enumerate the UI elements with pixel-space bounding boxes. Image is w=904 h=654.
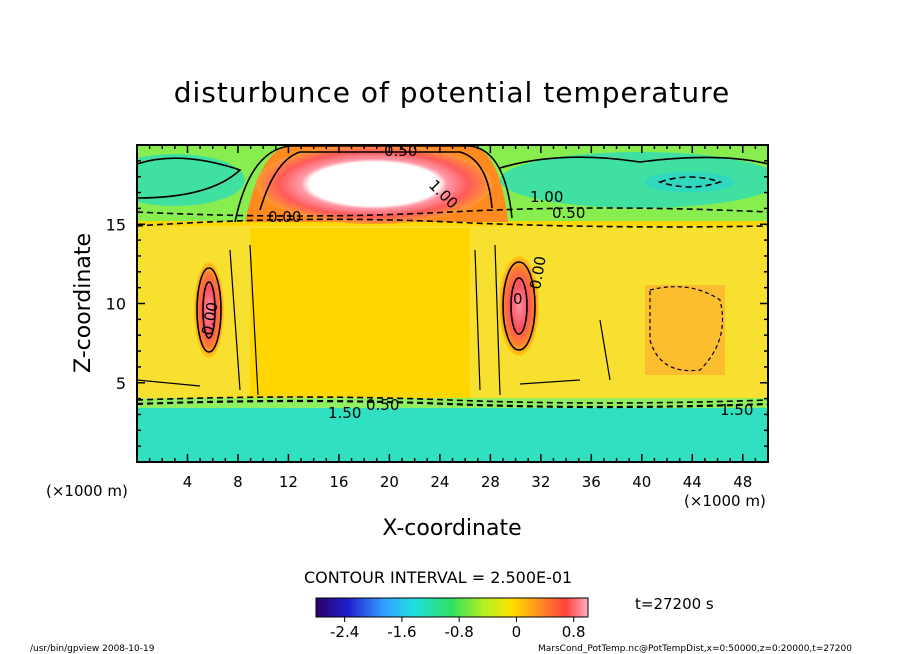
contour-line: [137, 207, 768, 217]
field-cold-band-left: [137, 154, 245, 206]
contour-label: 1.00: [530, 188, 563, 206]
x-tick-label: 4: [183, 473, 193, 491]
colorbar-ticks: -2.4 -1.6 -0.8 0 0.8: [330, 617, 586, 641]
contour-label: 0.50: [552, 204, 585, 222]
contour-line: [137, 399, 768, 409]
contour-line: [137, 218, 768, 228]
x-tick-label: 28: [481, 473, 500, 491]
field-cold-core-right: [645, 172, 735, 192]
x-tick-label: 24: [430, 473, 449, 491]
contour-label: 1.50: [720, 401, 753, 419]
contour-label: 0.50: [384, 142, 417, 160]
colorbar-tick-label: 0: [512, 623, 522, 641]
contour-label: 1.50: [328, 404, 361, 422]
contour-line: [196, 267, 222, 353]
contour-line: [137, 157, 242, 199]
x-tick-label: 44: [683, 473, 702, 491]
field-cold-band-right: [500, 152, 768, 208]
contour-label: 0.00: [268, 208, 301, 226]
x-tick-label: 20: [380, 473, 399, 491]
field-plume-left: [194, 262, 224, 358]
y-axis-label: Z-coordinate: [71, 233, 96, 373]
contour-label: 0: [513, 290, 523, 308]
y-tick-label: 10: [106, 295, 126, 314]
contour-label: 0.50: [366, 396, 399, 414]
colorbar: [315, 597, 589, 618]
contour-line: [499, 156, 768, 169]
x-tick-label: 8: [233, 473, 243, 491]
x-axis: 4 8 12 16 20 24 28 32 36 40 44 48: [148, 145, 757, 491]
field-lower-layer: [137, 404, 768, 462]
colorbar-tick-label: -1.6: [387, 623, 416, 641]
contour-line: [259, 151, 493, 211]
contour-labels: 0.50 1.00 0.00 1.00 0.50 0.00 0.00 1.50 …: [198, 142, 753, 422]
field-noisy-region: [645, 285, 725, 375]
x-tick-label: 36: [582, 473, 601, 491]
x-tick-label: 32: [531, 473, 550, 491]
contour-line: [510, 277, 528, 335]
y-axis: 5 10 15: [106, 160, 768, 447]
x-tick-label: 16: [329, 473, 348, 491]
contour-lines: [137, 145, 768, 409]
x-unit-label: (×1000 m): [684, 492, 766, 510]
contour-line: [649, 286, 724, 372]
colorbar-tick-label: -2.4: [330, 623, 359, 641]
x-tick-label: 48: [733, 473, 752, 491]
footer-left: /usr/bin/gpview 2008-10-19: [30, 644, 155, 654]
field-plume-right: [499, 256, 539, 356]
contour-line: [229, 244, 501, 396]
x-axis-label: X-coordinate: [382, 516, 521, 541]
colorbar-tick-label: 0.8: [562, 623, 586, 641]
contour-label: 0.00: [526, 255, 550, 291]
x-tick-label: 12: [279, 473, 298, 491]
field-central-region: [250, 228, 470, 404]
contour-interval-label: CONTOUR INTERVAL = 2.500E-01: [304, 568, 572, 587]
contour-label: 0.00: [198, 301, 222, 337]
field-hot-core: [256, 145, 492, 224]
contour-line: [502, 261, 536, 351]
colorbar-tick-label: -0.8: [445, 623, 474, 641]
y-tick-label: 15: [106, 215, 126, 234]
x-tick-label: 40: [632, 473, 651, 491]
plot-area: [137, 145, 768, 462]
chart-title: disturbunce of potential temperature: [174, 76, 731, 109]
z-unit-label: (×1000 m): [46, 482, 128, 500]
contour-line: [137, 319, 611, 387]
contour-line: [657, 176, 723, 188]
contour-line: [202, 281, 216, 339]
contour-line: [137, 396, 768, 404]
y-tick-label: 5: [116, 374, 126, 393]
time-label: t=27200 s: [635, 595, 714, 613]
footer-right: MarsCond_PotTemp.nc@PotTempDist,x=0:5000…: [538, 644, 852, 654]
